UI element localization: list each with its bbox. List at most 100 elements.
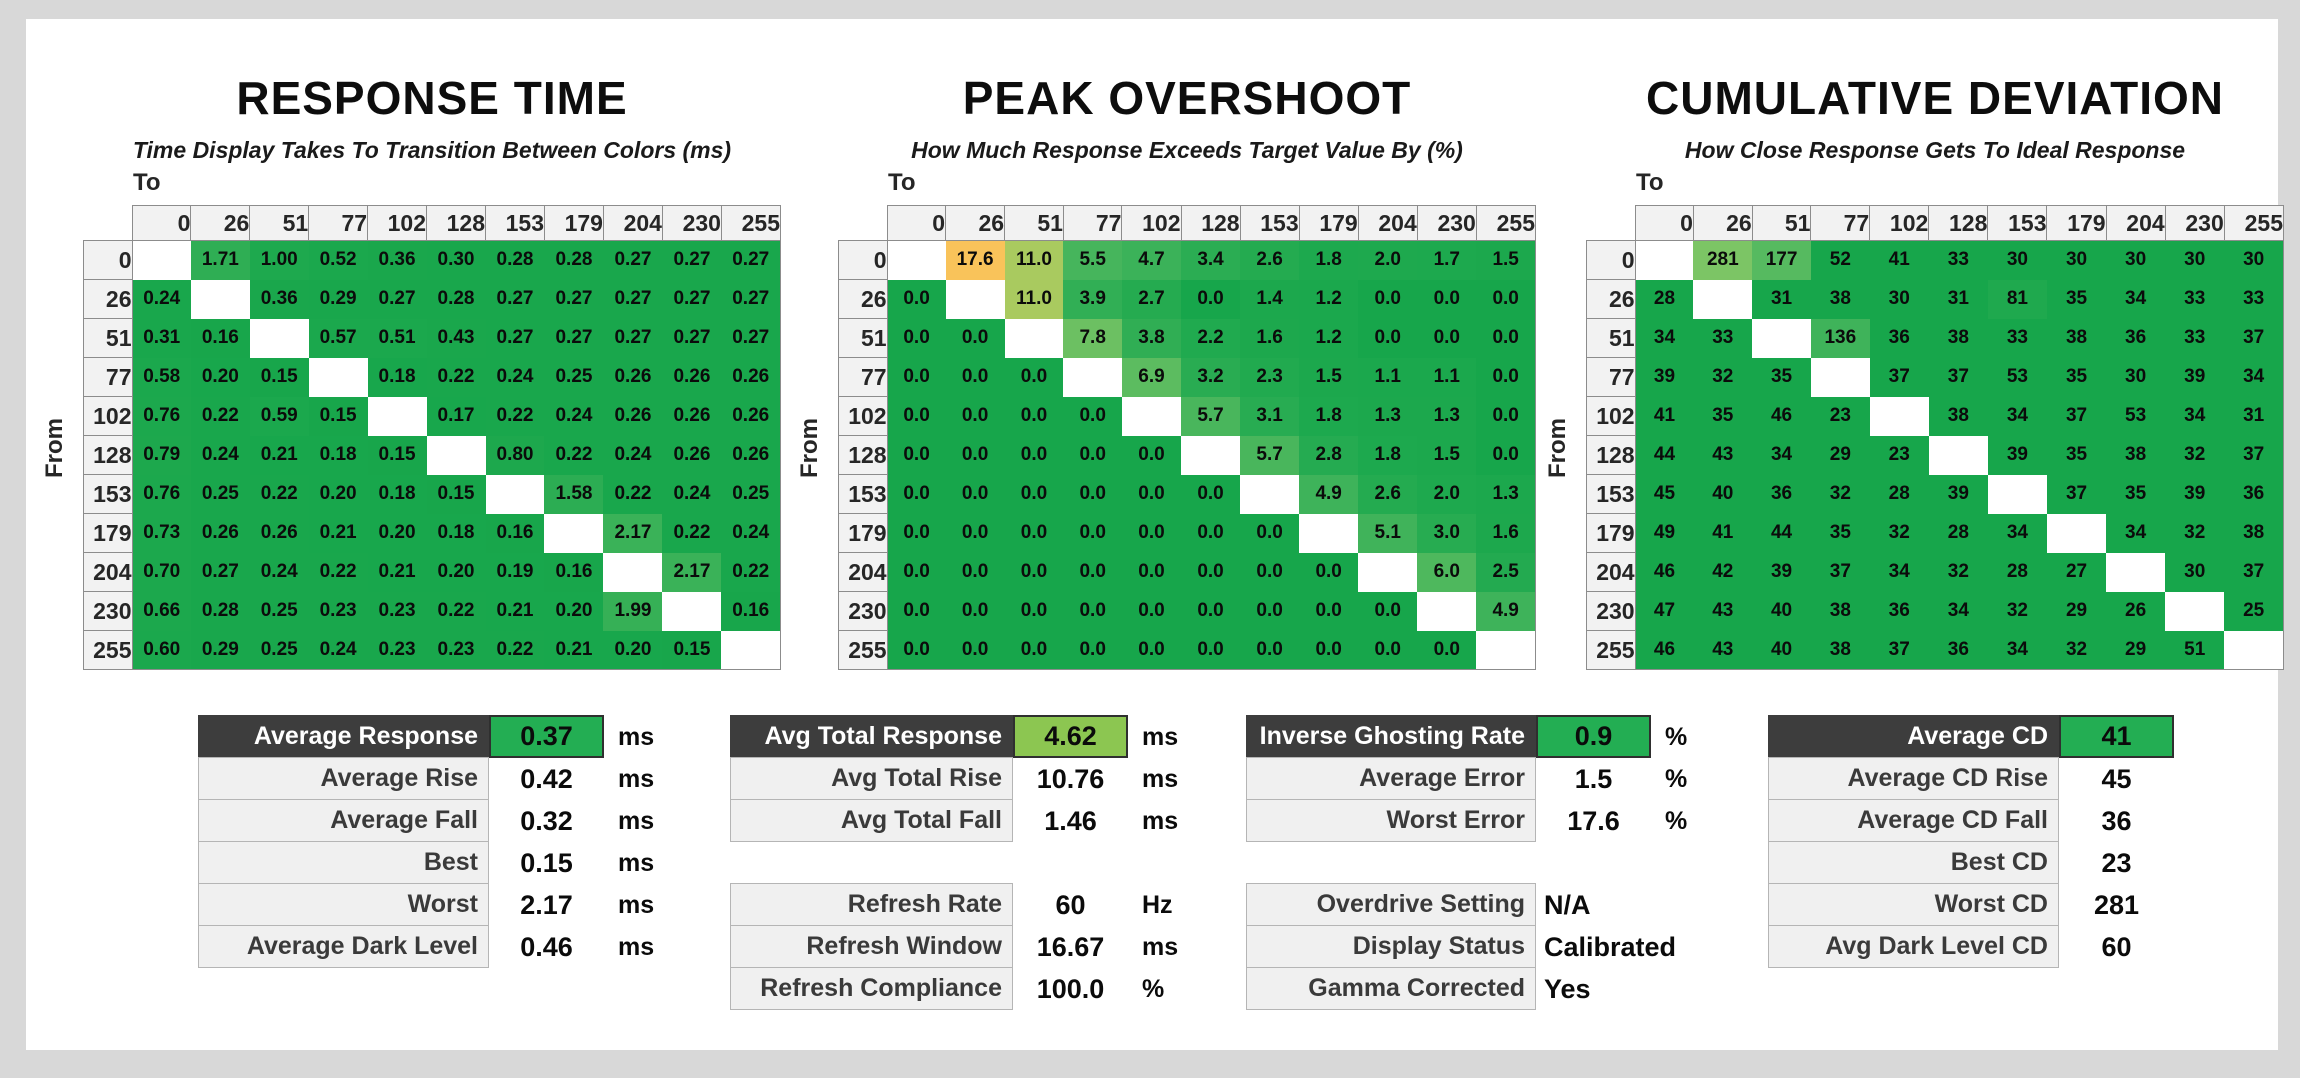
summary-row-value: 60 bbox=[2101, 931, 2132, 962]
matrix-value-cell: 37 bbox=[2046, 396, 2107, 436]
matrix-col-header: 128 bbox=[1928, 205, 1989, 241]
matrix-row-header: 179 bbox=[83, 513, 133, 553]
matrix-value-cell: 0.18 bbox=[367, 357, 427, 397]
matrix-col-header: 230 bbox=[2164, 205, 2225, 241]
matrix-value-cell: 35 bbox=[1693, 396, 1753, 436]
matrix-value-cell: 0.0 bbox=[1181, 279, 1241, 319]
matrix-value-cell: 1.8 bbox=[1299, 240, 1359, 280]
summary-row-label: Average CD bbox=[1768, 715, 2059, 758]
matrix-value-cell: 37 bbox=[1869, 630, 1929, 670]
matrix-col-header: 179 bbox=[1298, 205, 1359, 241]
matrix-value-cell: 0.60 bbox=[132, 630, 191, 670]
summary-group-gap bbox=[1246, 842, 1687, 884]
panel-cumulative-deviation: CUMULATIVE DEVIATION How Close Response … bbox=[1544, 19, 2285, 679]
matrix-row-header: 230 bbox=[83, 591, 133, 631]
matrix-value-cell: 46 bbox=[1635, 630, 1694, 670]
matrix-value-cell: 25 bbox=[2224, 591, 2285, 631]
matrix-col-header: 26 bbox=[1692, 205, 1753, 241]
matrix-value-cell: 0.21 bbox=[249, 435, 309, 475]
matrix-value-cell: 0.22 bbox=[662, 513, 722, 553]
matrix-value-cell: 0.0 bbox=[887, 396, 946, 436]
matrix-diagonal-cell bbox=[1476, 630, 1537, 670]
matrix-value-cell: 136 bbox=[1810, 318, 1870, 358]
matrix-value-cell: 52 bbox=[1810, 240, 1870, 280]
summary-row-unit: ms bbox=[618, 848, 655, 877]
matrix-value-cell: 0.27 bbox=[544, 318, 604, 358]
matrix-value-cell: 37 bbox=[1869, 357, 1929, 397]
matrix-row-header: 77 bbox=[1586, 357, 1636, 397]
matrix-value-cell: 0.26 bbox=[662, 357, 722, 397]
matrix-value-cell: 0.26 bbox=[721, 357, 782, 397]
matrix-value-cell: 39 bbox=[1752, 552, 1811, 592]
matrix-value-cell: 6.9 bbox=[1121, 357, 1181, 397]
matrix-value-cell: 1.5 bbox=[1476, 240, 1537, 280]
matrix-value-cell: 0.0 bbox=[887, 630, 946, 670]
response-time-to-axis-label: To bbox=[133, 169, 161, 196]
matrix-value-cell: 34 bbox=[1869, 552, 1929, 592]
summary-response-time: Average Response 0.37 ms Average Rise 0.42 ms… bbox=[198, 715, 655, 968]
matrix-value-cell: 0.27 bbox=[721, 318, 782, 358]
matrix-value-cell: 0.27 bbox=[485, 318, 545, 358]
summary-row-label: Average Dark Level bbox=[198, 925, 489, 968]
matrix-value-cell: 26 bbox=[2106, 591, 2166, 631]
matrix-value-cell: 1.5 bbox=[1417, 435, 1477, 475]
matrix-value-cell: 39 bbox=[1928, 474, 1988, 514]
summary-row: Refresh Compliance 100.0% bbox=[730, 967, 1178, 1010]
matrix-value-cell: 0.16 bbox=[190, 318, 250, 358]
matrix-value-cell: 0.0 bbox=[1240, 513, 1300, 553]
matrix-value-cell: 0.0 bbox=[1063, 552, 1122, 592]
matrix-corner-cell bbox=[1587, 206, 1636, 241]
matrix-value-cell: 30 bbox=[2165, 552, 2225, 592]
matrix-value-cell: 0.0 bbox=[945, 396, 1005, 436]
matrix-value-cell: 0.16 bbox=[721, 591, 782, 631]
summary-row-label: Best CD bbox=[1768, 841, 2059, 884]
matrix-value-cell: 45 bbox=[1635, 474, 1694, 514]
summary-row-label: Average CD Fall bbox=[1768, 799, 2059, 842]
matrix-value-cell: 32 bbox=[2046, 630, 2107, 670]
summary-row-unit: ms bbox=[1142, 806, 1179, 835]
cumulative-deviation-to-axis-label: To bbox=[1636, 169, 1664, 196]
matrix-value-cell: 37 bbox=[1928, 357, 1988, 397]
matrix-value-cell: 28 bbox=[1635, 279, 1694, 319]
summary-row-label: Worst CD bbox=[1768, 883, 2059, 926]
matrix-value-cell: 2.17 bbox=[662, 552, 722, 592]
matrix-value-cell: 0.25 bbox=[544, 357, 604, 397]
matrix-value-cell: 0.0 bbox=[1004, 357, 1064, 397]
matrix-value-cell: 0.0 bbox=[1063, 591, 1122, 631]
matrix-value-cell: 0.24 bbox=[485, 357, 545, 397]
matrix-value-cell: 0.0 bbox=[1240, 591, 1300, 631]
summary-row: Avg Total Fall 1.46 ms bbox=[730, 799, 1179, 842]
matrix-col-header: 153 bbox=[1239, 205, 1300, 241]
summary-row-unit: ms bbox=[618, 890, 655, 919]
summary-row: Worst CD 281 bbox=[1768, 883, 2174, 926]
matrix-value-cell: 0.43 bbox=[426, 318, 486, 358]
matrix-value-cell: 0.0 bbox=[1417, 318, 1477, 358]
matrix-value-cell: 0.26 bbox=[603, 396, 663, 436]
summary-row-label: Inverse Ghosting Rate bbox=[1246, 715, 1536, 758]
matrix-value-cell: 0.36 bbox=[249, 279, 309, 319]
matrix-diagonal-cell bbox=[2046, 513, 2107, 553]
matrix-row-header: 128 bbox=[1586, 435, 1636, 475]
matrix-value-cell: 0.73 bbox=[132, 513, 191, 553]
heatmap-table: 0 26 51 77 102 128 153 179 204 230 255 0 1.71 1.00 0.5… bbox=[83, 205, 782, 670]
matrix-diagonal-cell bbox=[1987, 474, 2047, 514]
matrix-row-header: 179 bbox=[838, 513, 888, 553]
matrix-value-cell: 1.8 bbox=[1299, 396, 1359, 436]
matrix-value-cell: 0.0 bbox=[1417, 630, 1477, 670]
summary-row-unit: % bbox=[1665, 764, 1688, 793]
matrix-value-cell: 43 bbox=[1693, 630, 1753, 670]
summary-row-unit: % bbox=[1665, 806, 1688, 835]
matrix-value-cell: 0.0 bbox=[1004, 513, 1064, 553]
matrix-value-cell: 0.18 bbox=[308, 435, 368, 475]
matrix-value-cell: 36 bbox=[1869, 591, 1929, 631]
response-time-subtitle: Time Display Takes To Transition Between… bbox=[132, 137, 732, 163]
matrix-value-cell: 35 bbox=[2046, 279, 2107, 319]
matrix-value-cell: 0.15 bbox=[308, 396, 368, 436]
matrix-value-cell: 0.0 bbox=[887, 435, 946, 475]
matrix-diagonal-cell bbox=[249, 318, 309, 358]
summary-row-value: 2.17 bbox=[520, 889, 573, 920]
matrix-value-cell: 1.99 bbox=[603, 591, 663, 631]
summary-row-unit: ms bbox=[1142, 722, 1179, 751]
matrix-value-cell: 0.0 bbox=[1181, 552, 1241, 592]
matrix-value-cell: 36 bbox=[2106, 318, 2166, 358]
